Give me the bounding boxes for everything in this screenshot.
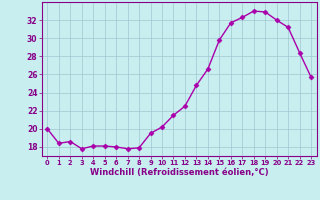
- X-axis label: Windchill (Refroidissement éolien,°C): Windchill (Refroidissement éolien,°C): [90, 168, 268, 177]
